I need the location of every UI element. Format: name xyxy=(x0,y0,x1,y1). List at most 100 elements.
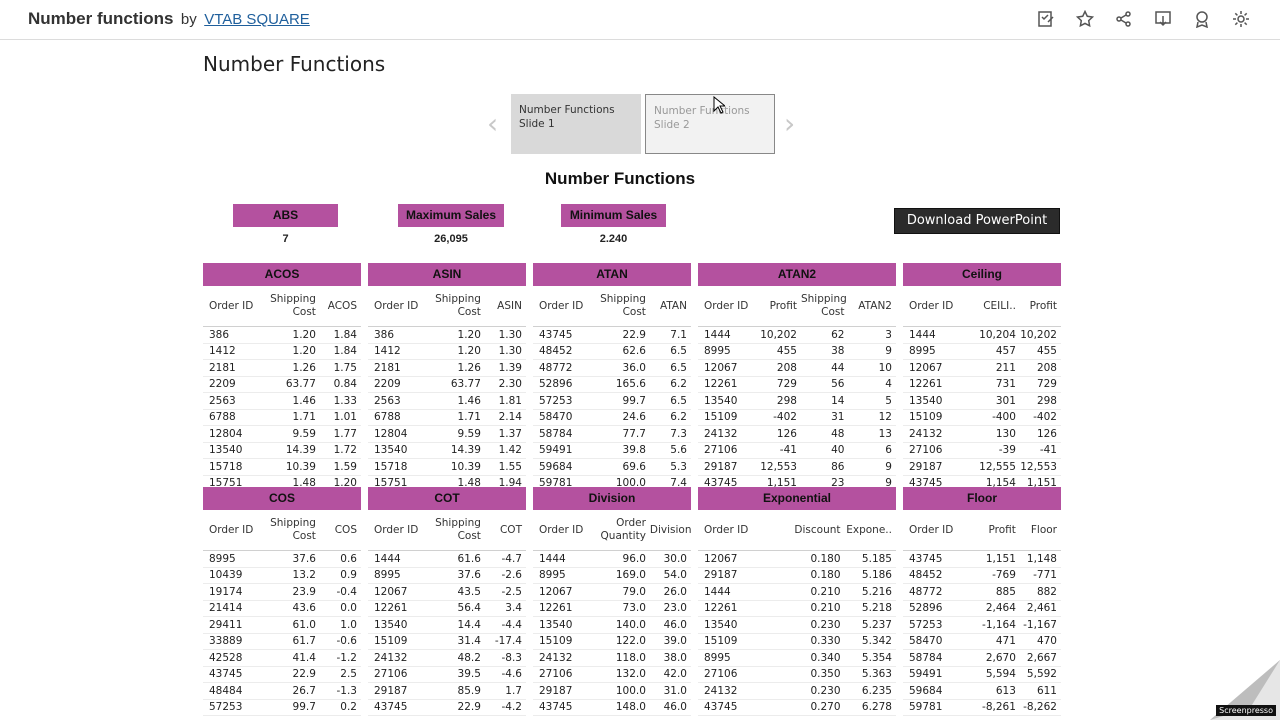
table-row[interactable]: 48772 885 882 xyxy=(903,584,1061,601)
table-row[interactable]: 43745 0.270 6.278 xyxy=(698,700,896,716)
table-row[interactable]: 13540 14.4 -4.4 xyxy=(368,617,526,634)
table-row[interactable]: 12261 731 729 xyxy=(903,377,1061,393)
column-header[interactable]: Division xyxy=(649,523,692,536)
table-row[interactable]: 27106 0.350 5.363 xyxy=(698,667,896,683)
table-row[interactable]: 15109 0.330 5.342 xyxy=(698,634,896,650)
table-row[interactable]: 8995 455 38 9 xyxy=(698,344,896,360)
table-row[interactable]: 58784 2,670 2,667 xyxy=(903,650,1061,667)
table-row[interactable]: 52896 2,464 2,461 xyxy=(903,601,1061,617)
table-row[interactable]: 13540 140.0 46.0 xyxy=(533,617,691,634)
table-row[interactable]: 29187 0.180 5.186 xyxy=(698,568,896,584)
table-row[interactable]: 48452 -769 -771 xyxy=(903,568,1061,584)
table-row[interactable]: 29187 12,555 12,553 xyxy=(903,459,1061,476)
table-row[interactable]: 2209 63.77 0.84 xyxy=(203,377,361,393)
table-row[interactable]: 57253 -1,164 -1,167 xyxy=(903,617,1061,634)
column-header[interactable]: ATAN2 xyxy=(858,299,892,312)
table-row[interactable]: 6788 1.71 2.14 xyxy=(368,410,526,426)
table-row[interactable]: 13540 0.230 5.237 xyxy=(698,617,896,634)
share-icon[interactable] xyxy=(1114,9,1133,28)
table-row[interactable]: 57253 99.7 6.5 xyxy=(533,393,691,410)
table-row[interactable]: 15718 10.39 1.55 xyxy=(368,459,526,476)
table-row[interactable]: 6788 1.71 1.01 xyxy=(203,410,361,426)
table-row[interactable]: 1444 96.0 30.0 xyxy=(533,551,691,568)
table-row[interactable]: 13540 14.39 1.42 xyxy=(368,443,526,459)
column-header[interactable]: Order ID xyxy=(374,299,419,312)
prev-slide-arrow-icon[interactable]: ‹ xyxy=(487,107,499,140)
column-header[interactable]: ACOS xyxy=(327,299,357,312)
table-row[interactable]: 19174 23.9 -0.4 xyxy=(203,584,361,601)
column-header[interactable]: Order ID xyxy=(374,523,419,536)
column-header[interactable]: ATAN xyxy=(659,299,687,312)
table-row[interactable]: 2209 63.77 2.30 xyxy=(368,377,526,393)
table-row[interactable]: 12804 9.59 1.37 xyxy=(368,426,526,443)
column-header[interactable]: COS xyxy=(334,523,357,536)
table-row[interactable]: 15109 -402 31 12 xyxy=(698,410,896,426)
table-row[interactable]: 43745 22.9 2.5 xyxy=(203,667,361,683)
column-header[interactable]: Order Quantity xyxy=(600,517,646,542)
table-row[interactable]: 12261 729 56 4 xyxy=(698,377,896,393)
table-row[interactable]: 15109 31.4 -17.4 xyxy=(368,634,526,650)
table-row[interactable]: 52896 165.6 6.2 xyxy=(533,377,691,393)
table-row[interactable]: 27106 -39 -41 xyxy=(903,443,1061,459)
table-row[interactable]: 24132 126 48 13 xyxy=(698,426,896,443)
table-row[interactable]: 59781 -8,261 -8,262 xyxy=(903,700,1061,716)
settings-icon[interactable] xyxy=(1231,9,1250,28)
table-row[interactable]: 8995 37.6 -2.6 xyxy=(368,568,526,584)
subscribe-icon[interactable] xyxy=(1192,9,1211,28)
table-row[interactable]: 12804 9.59 1.77 xyxy=(203,426,361,443)
column-header[interactable]: Shipping Cost xyxy=(270,293,316,318)
column-header[interactable]: Profit xyxy=(1029,299,1057,312)
table-row[interactable]: 43745 22.9 7.1 xyxy=(533,327,691,344)
table-row[interactable]: 27106 -41 40 6 xyxy=(698,443,896,459)
table-row[interactable]: 12067 0.180 5.185 xyxy=(698,551,896,568)
table-row[interactable]: 386 1.20 1.30 xyxy=(368,327,526,344)
table-row[interactable]: 15718 10.39 1.59 xyxy=(203,459,361,476)
download-powerpoint-button[interactable]: Download PowerPoint xyxy=(894,208,1060,234)
column-header[interactable]: Shipping Cost xyxy=(600,293,646,318)
table-row[interactable]: 27106 132.0 42.0 xyxy=(533,667,691,683)
next-slide-arrow-icon[interactable]: › xyxy=(784,107,796,140)
column-header[interactable]: CEILI.. xyxy=(983,299,1016,312)
table-row[interactable]: 29411 61.0 1.0 xyxy=(203,617,361,634)
table-row[interactable]: 12067 43.5 -2.5 xyxy=(368,584,526,601)
table-row[interactable]: 48484 26.7 -1.3 xyxy=(203,683,361,700)
table-row[interactable]: 43745 22.9 -4.2 xyxy=(368,700,526,716)
table-row[interactable]: 15109 -400 -402 xyxy=(903,410,1061,426)
table-row[interactable]: 8995 0.340 5.354 xyxy=(698,650,896,667)
slide-1-button[interactable]: Number Functions Slide 1 xyxy=(511,94,641,154)
table-row[interactable]: 1412 1.20 1.30 xyxy=(368,344,526,360)
table-row[interactable]: 8995 169.0 54.0 xyxy=(533,568,691,584)
table-row[interactable]: 8995 457 455 xyxy=(903,344,1061,360)
table-row[interactable]: 43745 148.0 46.0 xyxy=(533,700,691,716)
table-row[interactable]: 48772 36.0 6.5 xyxy=(533,360,691,377)
table-row[interactable]: 1412 1.20 1.84 xyxy=(203,344,361,360)
table-row[interactable]: 13540 298 14 5 xyxy=(698,393,896,410)
table-row[interactable]: 12067 79.0 26.0 xyxy=(533,584,691,601)
slide-2-button[interactable]: Number Functions Slide 2 xyxy=(645,94,775,154)
column-header[interactable]: Order ID xyxy=(704,523,749,536)
column-header[interactable]: Profit xyxy=(988,523,1016,536)
table-row[interactable]: 15109 122.0 39.0 xyxy=(533,634,691,650)
table-row[interactable]: 10439 13.2 0.9 xyxy=(203,568,361,584)
table-row[interactable]: 48452 62.6 6.5 xyxy=(533,344,691,360)
column-header[interactable]: COT xyxy=(499,523,522,536)
table-row[interactable]: 1444 0.210 5.216 xyxy=(698,584,896,601)
table-row[interactable]: 1444 10,202 62 3 xyxy=(698,327,896,344)
table-row[interactable]: 59491 39.8 5.6 xyxy=(533,443,691,459)
download-icon[interactable] xyxy=(1153,9,1172,28)
table-row[interactable]: 21414 43.6 0.0 xyxy=(203,601,361,617)
column-header[interactable]: Shipping Cost xyxy=(435,517,481,542)
table-row[interactable]: 12067 211 208 xyxy=(903,360,1061,377)
table-row[interactable]: 12261 56.4 3.4 xyxy=(368,601,526,617)
column-header[interactable]: Order ID xyxy=(909,523,954,536)
table-row[interactable]: 1444 61.6 -4.7 xyxy=(368,551,526,568)
column-header[interactable]: Order ID xyxy=(909,299,954,312)
column-header[interactable]: Order ID xyxy=(539,299,584,312)
table-row[interactable]: 1444 10,204 10,202 xyxy=(903,327,1061,344)
table-row[interactable]: 29187 100.0 31.0 xyxy=(533,683,691,700)
table-row[interactable]: 43745 1,151 1,148 xyxy=(903,551,1061,568)
table-row[interactable]: 12067 208 44 10 xyxy=(698,360,896,377)
star-icon[interactable] xyxy=(1075,9,1094,28)
table-row[interactable]: 59684 613 611 xyxy=(903,683,1061,700)
column-header[interactable]: ASIN xyxy=(497,299,522,312)
